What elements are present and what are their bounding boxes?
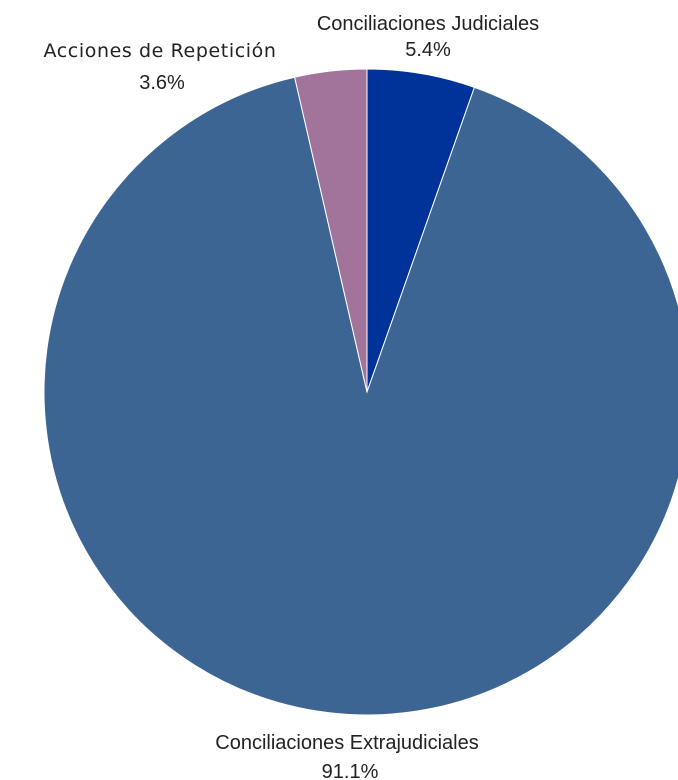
pie-slice-acciones-de-repeticion <box>294 68 368 393</box>
slice-value-conciliaciones-extrajudiciales: 91.1% <box>322 761 379 780</box>
slice-label-group-conciliaciones-judiciales: Conciliaciones Judiciales 5.4% <box>317 13 539 61</box>
pie-slices <box>43 68 678 716</box>
slice-label-group-acciones-de-repeticion: Acciones de Repetición 3.6% <box>43 40 276 94</box>
slice-value-acciones-de-repeticion: 3.6% <box>139 72 185 94</box>
slice-label-conciliaciones-extrajudiciales: Conciliaciones Extrajudiciales <box>215 732 478 754</box>
pie-slice-conciliaciones-extrajudiciales <box>43 76 678 716</box>
slice-value-conciliaciones-judiciales: 5.4% <box>405 39 451 61</box>
slice-label-acciones-de-repeticion: Acciones de Repetición <box>43 40 276 62</box>
slice-label-conciliaciones-judiciales: Conciliaciones Judiciales <box>317 13 539 35</box>
slice-label-group-conciliaciones-extrajudiciales: Conciliaciones Extrajudiciales 91.1% <box>215 732 478 780</box>
